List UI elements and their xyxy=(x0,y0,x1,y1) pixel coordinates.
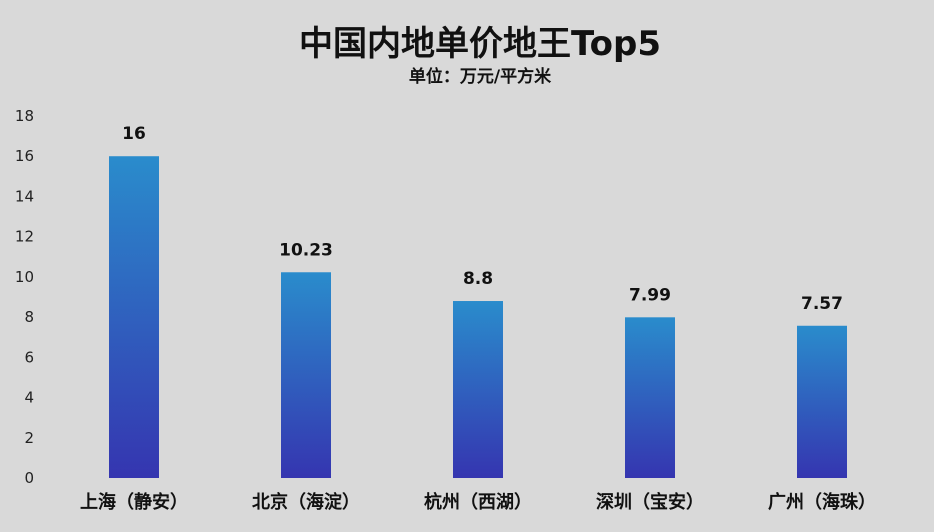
y-tick-label: 4 xyxy=(24,389,34,407)
y-axis: 0 2 4 6 8 10 12 14 16 18 xyxy=(15,107,34,487)
y-tick-label: 8 xyxy=(24,308,34,326)
data-labels-group: 16 10.23 8.8 7.99 7.57 xyxy=(122,124,843,314)
bar xyxy=(281,272,331,478)
y-tick-label: 0 xyxy=(24,469,34,487)
y-tick-label: 2 xyxy=(24,429,34,447)
data-label: 10.23 xyxy=(279,240,333,260)
category-label: 上海（静安） xyxy=(80,491,188,513)
data-label: 16 xyxy=(122,124,146,144)
bar xyxy=(453,301,503,478)
category-label: 北京（海淀） xyxy=(252,491,360,513)
bar xyxy=(109,156,159,478)
y-tick-label: 10 xyxy=(15,268,34,286)
y-tick-label: 18 xyxy=(15,107,34,125)
bar xyxy=(625,317,675,478)
bars-group xyxy=(109,156,847,478)
y-tick-label: 6 xyxy=(24,348,34,366)
y-tick-label: 12 xyxy=(15,228,34,246)
y-tick-label: 16 xyxy=(15,147,34,165)
category-label: 深圳（宝安） xyxy=(596,491,704,513)
x-axis: 上海（静安） 北京（海淀） 杭州（西湖） 深圳（宝安） 广州（海珠） xyxy=(80,491,876,513)
data-label: 8.8 xyxy=(463,269,493,289)
chart-subtitle: 单位：万元/平方米 xyxy=(409,66,552,87)
data-label: 7.57 xyxy=(801,294,843,314)
data-label: 7.99 xyxy=(629,285,671,305)
y-tick-label: 14 xyxy=(15,187,34,205)
category-label: 广州（海珠） xyxy=(768,491,876,513)
category-label: 杭州（西湖） xyxy=(424,491,532,513)
chart-title: 中国内地单价地王Top5 xyxy=(299,24,661,64)
bar xyxy=(797,325,847,478)
